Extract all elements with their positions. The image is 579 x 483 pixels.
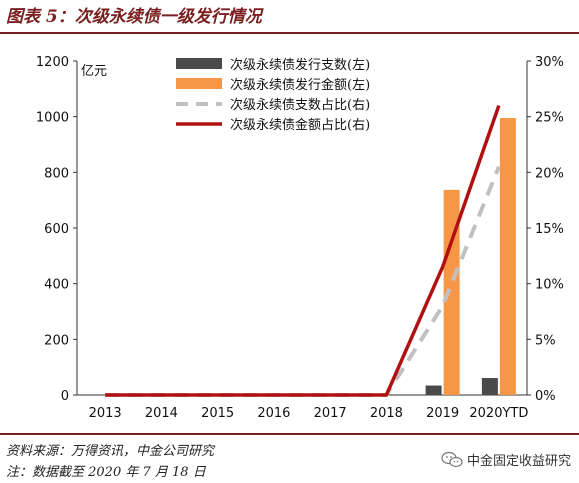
source-note: 资料来源：万得资讯，中金公司研究	[6, 444, 215, 459]
line-amount-share	[105, 104, 501, 397]
chart: 0 200 400 600 800 1000 1200 亿元 0% 5% 10% 15% 20% 25% 3…	[36, 55, 564, 421]
left-tick-label: 800	[44, 166, 69, 181]
watermark: 中金固定收益研究	[441, 450, 571, 469]
right-tick-label: 25%	[535, 111, 564, 126]
x-tick-label: 2017	[314, 406, 347, 421]
date-note: 注：数据截至 2020 年 7 月 18 日	[6, 465, 206, 480]
legend-label: 次级永续债支数占比(右)	[230, 97, 370, 113]
x-tick-label: 2014	[145, 406, 178, 421]
line-count-share	[105, 166, 501, 397]
x-tick-label: 2020YTD	[469, 406, 528, 421]
left-tick-label: 400	[44, 278, 69, 293]
bar-count	[425, 385, 442, 395]
left-tick-label: 200	[44, 333, 69, 348]
watermark-text: 中金固定收益研究	[466, 454, 571, 469]
x-tick-label: 2016	[257, 406, 290, 421]
bar-count	[481, 378, 498, 395]
legend-swatch	[176, 58, 222, 69]
left-tick-label: 600	[44, 222, 69, 237]
right-tick-label: 20%	[535, 166, 564, 181]
bar-amount	[499, 118, 516, 395]
x-tick-label: 2018	[370, 406, 403, 421]
right-tick-label: 10%	[535, 278, 564, 293]
left-axis-unit: 亿元	[81, 64, 107, 79]
right-tick-label: 15%	[535, 222, 564, 237]
legend-label: 次级永续债发行金额(左)	[230, 77, 370, 93]
left-tick-label: 1000	[36, 111, 69, 126]
chart-title: 图表 5：次级永续债一级发行情况	[6, 7, 262, 27]
legend-label: 次级永续债发行支数(左)	[230, 57, 370, 73]
wechat-icon	[441, 451, 463, 467]
top-rule	[0, 32, 579, 34]
x-tick-label: 2019	[426, 406, 459, 421]
left-tick-label: 0	[61, 389, 69, 404]
right-tick-label: 0%	[535, 389, 556, 404]
x-tick-label: 2013	[89, 406, 122, 421]
legend-swatch	[176, 78, 222, 89]
legend-label: 次级永续债金额占比(右)	[230, 117, 370, 133]
left-tick-label: 1200	[36, 55, 69, 70]
bar-amount	[443, 189, 460, 395]
right-tick-label: 5%	[535, 333, 556, 348]
x-tick-label: 2015	[201, 406, 234, 421]
bottom-rule	[0, 433, 579, 435]
right-tick-label: 30%	[535, 55, 564, 70]
